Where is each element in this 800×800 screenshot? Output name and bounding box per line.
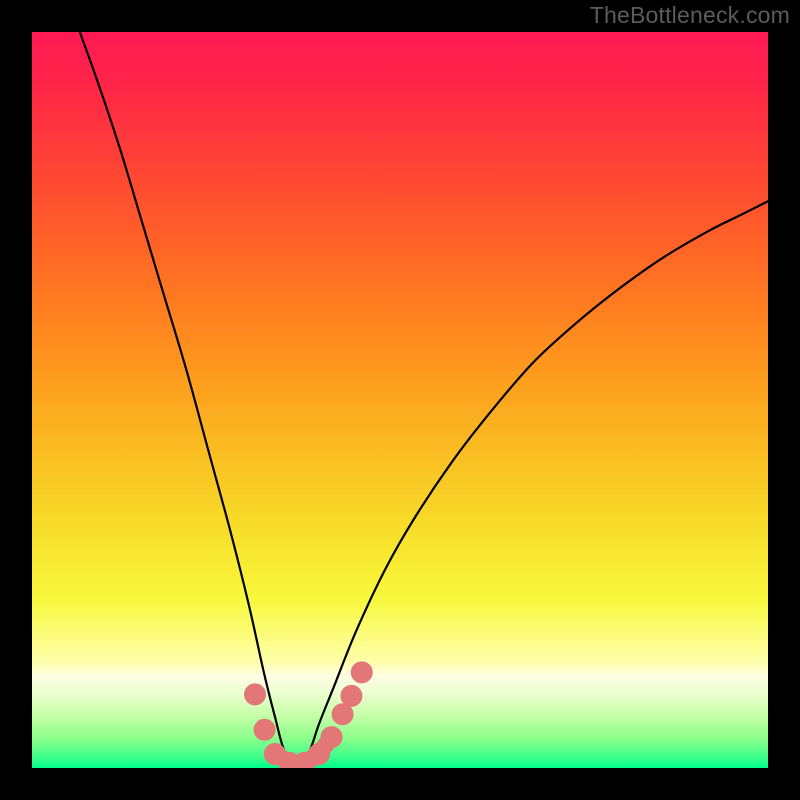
plot-area (32, 32, 768, 768)
marker-dot (332, 704, 353, 725)
marker-dot (245, 684, 266, 705)
marker-dot (351, 662, 372, 683)
watermark-text: TheBottleneck.com (590, 2, 790, 29)
marker-dot (341, 685, 362, 706)
bottleneck-chart (0, 0, 800, 800)
marker-dot (254, 719, 275, 740)
marker-dot (321, 727, 342, 748)
